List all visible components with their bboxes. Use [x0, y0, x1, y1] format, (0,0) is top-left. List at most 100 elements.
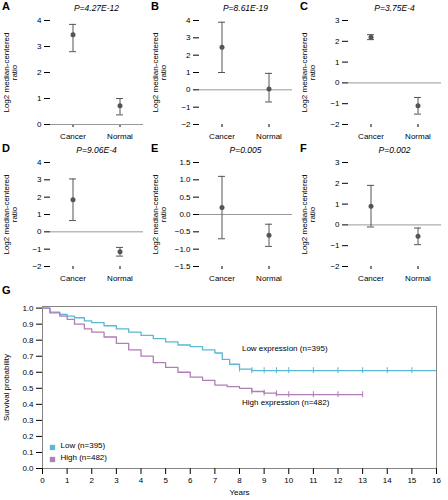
- svg-text:0.5: 0.5: [179, 193, 191, 202]
- html-text:G: G: [2, 284, 11, 296]
- svg-text:1: 1: [335, 200, 340, 209]
- html-text:P=4.27E-12: P=4.27E-12: [73, 3, 120, 13]
- svg-text:1: 1: [186, 68, 191, 77]
- svg-text:High expression (n=482): High expression (n=482): [242, 398, 330, 407]
- svg-text:−2: −2: [330, 262, 340, 271]
- svg-text:Low (n=395): Low (n=395): [61, 441, 106, 450]
- svg-text:0.5: 0.5: [22, 384, 34, 393]
- svg-text:0.8: 0.8: [22, 336, 34, 345]
- svg-text:Survival probability: Survival probability: [2, 354, 11, 421]
- svg-text:2: 2: [37, 193, 42, 202]
- svg-text:2: 2: [335, 37, 340, 46]
- html-text:P=0.005: P=0.005: [229, 145, 262, 155]
- svg-text:−1.5: −1.5: [175, 262, 191, 271]
- svg-text:Log2 median-centeredratio: Log2 median-centeredratio: [151, 32, 168, 112]
- svg-text:Cancer: Cancer: [358, 274, 384, 283]
- html-text:P=8.61E-19: P=8.61E-19: [222, 3, 269, 13]
- svg-text:0.1: 0.1: [22, 448, 34, 457]
- svg-text:Normal: Normal: [405, 274, 431, 283]
- svg-text:0.2: 0.2: [22, 432, 34, 441]
- svg-text:Log2 median-centeredratio: Log2 median-centeredratio: [151, 174, 168, 254]
- svg-text:0: 0: [40, 476, 45, 485]
- svg-text:13: 13: [358, 476, 367, 485]
- svg-text:0.4: 0.4: [22, 400, 34, 409]
- html-text:P=9.06E-4: P=9.06E-4: [76, 145, 117, 155]
- svg-text:2: 2: [37, 68, 42, 77]
- svg-text:−1: −1: [330, 241, 340, 250]
- svg-text:0: 0: [335, 78, 340, 87]
- svg-text:Normal: Normal: [405, 132, 431, 141]
- svg-text:Log2 median-centeredratio: Log2 median-centeredratio: [300, 32, 317, 112]
- html-text:P=0.002: P=0.002: [378, 145, 411, 155]
- svg-text:1.0: 1.0: [179, 175, 191, 184]
- svg-text:Normal: Normal: [107, 132, 133, 141]
- svg-text:Cancer: Cancer: [209, 132, 235, 141]
- svg-text:8: 8: [237, 476, 242, 485]
- svg-text:Log2 median-centeredratio: Log2 median-centeredratio: [2, 32, 19, 112]
- svg-text:Cancer: Cancer: [60, 274, 86, 283]
- html-text:C: C: [300, 0, 308, 12]
- svg-text:4: 4: [37, 16, 42, 25]
- svg-text:Cancer: Cancer: [60, 132, 86, 141]
- svg-text:Years: Years: [229, 488, 249, 497]
- svg-text:−2: −2: [32, 262, 42, 271]
- svg-text:14: 14: [383, 476, 392, 485]
- svg-text:2: 2: [90, 476, 95, 485]
- html-text:P=3.75E-4: P=3.75E-4: [374, 3, 415, 13]
- svg-text:0: 0: [37, 120, 42, 129]
- svg-text:3: 3: [37, 175, 42, 184]
- svg-text:3: 3: [114, 476, 119, 485]
- svg-text:−0.5: −0.5: [175, 227, 191, 236]
- svg-text:5: 5: [163, 476, 168, 485]
- svg-text:−1.0: −1.0: [175, 245, 191, 254]
- svg-text:Log2 median-centeredratio: Log2 median-centeredratio: [2, 174, 19, 254]
- svg-text:1: 1: [37, 94, 42, 103]
- svg-text:Log2 median-centeredratio: Log2 median-centeredratio: [300, 174, 317, 254]
- svg-text:4: 4: [139, 476, 144, 485]
- svg-text:Low expression (n=395): Low expression (n=395): [242, 344, 328, 353]
- svg-text:−1: −1: [32, 245, 42, 254]
- svg-text:2: 2: [186, 51, 191, 60]
- svg-text:High (n=482): High (n=482): [61, 453, 108, 462]
- html-text:A: A: [2, 0, 10, 12]
- svg-text:7: 7: [213, 476, 218, 485]
- svg-text:4: 4: [37, 158, 42, 167]
- svg-text:9: 9: [262, 476, 267, 485]
- svg-text:3: 3: [335, 158, 340, 167]
- svg-text:3: 3: [37, 42, 42, 51]
- svg-text:10: 10: [284, 476, 293, 485]
- svg-text:1.5: 1.5: [179, 158, 191, 167]
- svg-text:12: 12: [334, 476, 343, 485]
- svg-text:Normal: Normal: [107, 274, 133, 283]
- svg-text:0.0: 0.0: [179, 210, 191, 219]
- svg-text:15: 15: [407, 476, 416, 485]
- svg-text:4: 4: [186, 16, 191, 25]
- svg-text:−2: −2: [181, 120, 191, 129]
- svg-text:0: 0: [335, 220, 340, 229]
- svg-text:6: 6: [188, 476, 193, 485]
- svg-text:1: 1: [65, 476, 70, 485]
- svg-text:Cancer: Cancer: [358, 132, 384, 141]
- svg-text:2: 2: [335, 179, 340, 188]
- svg-text:0: 0: [37, 227, 42, 236]
- svg-text:1: 1: [37, 210, 42, 219]
- svg-text:Normal: Normal: [256, 132, 282, 141]
- svg-text:−1: −1: [181, 103, 191, 112]
- svg-text:11: 11: [309, 476, 318, 485]
- svg-text:0.7: 0.7: [22, 352, 34, 361]
- svg-text:1.0: 1.0: [22, 304, 34, 313]
- html-text:B: B: [151, 0, 159, 12]
- svg-text:3: 3: [335, 16, 340, 25]
- svg-text:0.6: 0.6: [22, 368, 34, 377]
- svg-text:−1: −1: [330, 99, 340, 108]
- svg-text:−2: −2: [330, 120, 340, 129]
- svg-text:0.0: 0.0: [22, 464, 34, 473]
- svg-text:0.9: 0.9: [22, 320, 34, 329]
- svg-text:0.3: 0.3: [22, 416, 34, 425]
- svg-text:16: 16: [432, 476, 441, 485]
- svg-text:Cancer: Cancer: [209, 274, 235, 283]
- svg-text:1: 1: [335, 58, 340, 67]
- svg-text:0: 0: [186, 85, 191, 94]
- svg-text:3: 3: [186, 33, 191, 42]
- svg-text:Normal: Normal: [256, 274, 282, 283]
